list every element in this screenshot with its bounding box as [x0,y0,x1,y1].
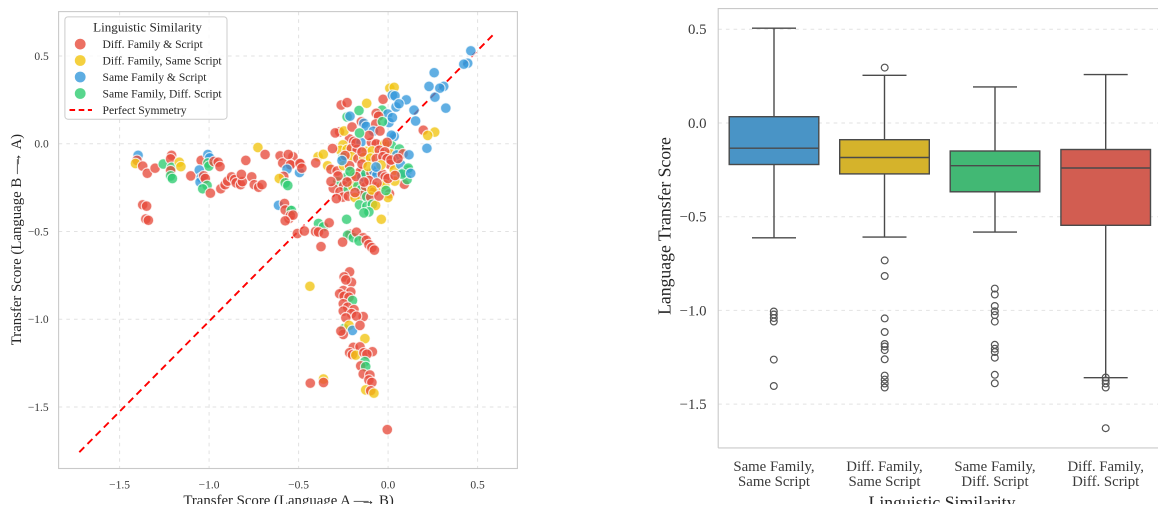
svg-text:Diff. Script: Diff. Script [1072,474,1140,490]
svg-text:−1.5: −1.5 [28,402,49,414]
svg-text:Same Script: Same Script [738,474,811,490]
svg-text:Language Transfer Score: Language Transfer Score [655,137,675,315]
svg-text:−1.0: −1.0 [28,314,49,326]
svg-text:0.5: 0.5 [688,22,707,38]
svg-text:Diff. Family & Script: Diff. Family & Script [103,38,204,51]
svg-text:−0.5: −0.5 [680,210,707,226]
svg-text:−1.0: −1.0 [680,303,707,319]
svg-text:−1.5: −1.5 [680,397,707,413]
svg-text:0.0: 0.0 [381,480,396,492]
svg-text:Same Family,: Same Family, [733,459,814,475]
svg-text:Perfect Symmetry: Perfect Symmetry [103,104,187,117]
svg-text:Same Family, Diff. Script: Same Family, Diff. Script [103,87,223,100]
svg-text:0.5: 0.5 [470,480,485,492]
svg-text:0.5: 0.5 [34,51,49,63]
svg-text:Diff. Family, Same Script: Diff. Family, Same Script [103,54,223,67]
svg-text:Diff. Script: Diff. Script [961,474,1029,490]
svg-text:Same Family,: Same Family, [954,459,1035,475]
svg-text:0.0: 0.0 [688,116,707,132]
svg-text:Linguistic Similarity: Linguistic Similarity [869,492,1016,504]
svg-text:Same Family & Script: Same Family & Script [103,71,208,84]
svg-text:Diff. Family,: Diff. Family, [846,459,922,475]
svg-text:Linguistic Similarity: Linguistic Similarity [93,19,202,34]
svg-text:Transfer Score (Language A —→: Transfer Score (Language A —→ B) [183,493,394,504]
svg-text:0.0: 0.0 [34,139,49,151]
svg-text:Diff. Family,: Diff. Family, [1067,459,1143,475]
svg-text:Transfer Score (Language B —→: Transfer Score (Language B —→ A) [9,134,25,345]
svg-text:−1.0: −1.0 [199,480,220,492]
svg-text:−1.5: −1.5 [109,480,130,492]
svg-text:−0.5: −0.5 [288,480,309,492]
svg-text:Same Script: Same Script [849,474,922,490]
svg-text:−0.5: −0.5 [28,226,49,238]
